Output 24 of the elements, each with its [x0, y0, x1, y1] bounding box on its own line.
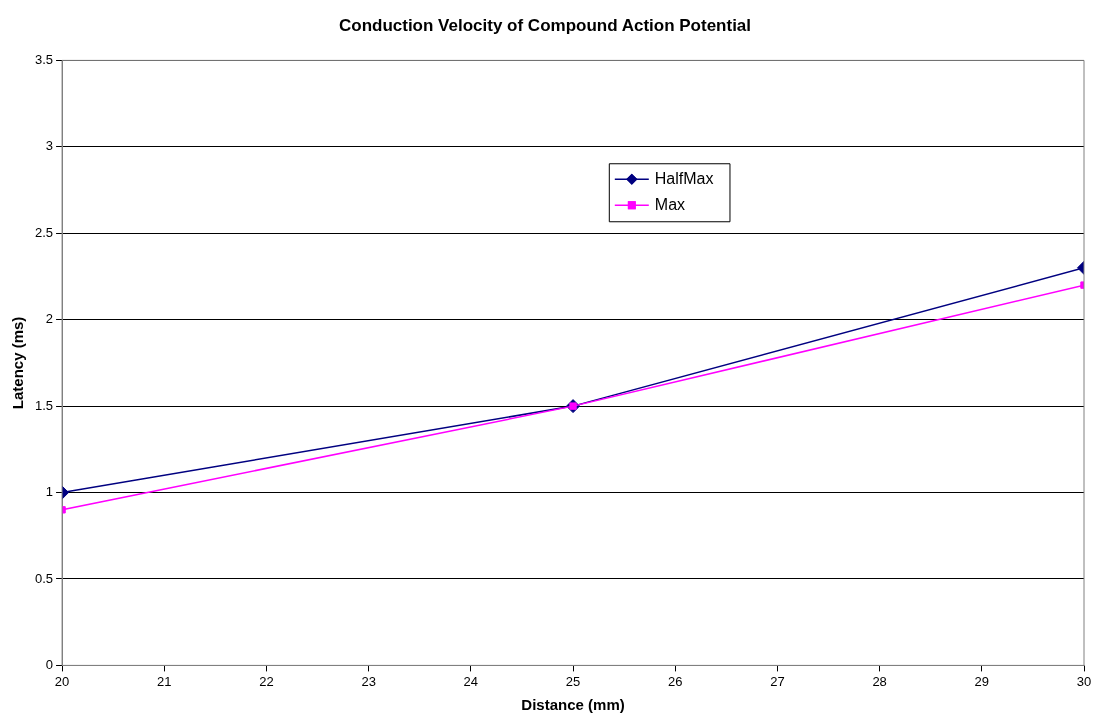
x-tick-label: 21 — [157, 673, 172, 689]
y-tick-label: 2.5 — [34, 224, 54, 240]
x-tick-label: 20 — [54, 673, 70, 689]
x-tick-label: 23 — [361, 673, 376, 689]
x-tick-label: 29 — [974, 673, 990, 689]
x-tick-label: 30 — [1076, 673, 1092, 689]
y-tick-label: 3.5 — [34, 51, 54, 67]
legend-label: Max — [654, 195, 686, 213]
x-tick-label: 24 — [463, 673, 479, 689]
x-tick-label: 25 — [565, 673, 581, 689]
y-tick-label: 0 — [45, 656, 54, 672]
x-tick-label: 28 — [872, 673, 887, 689]
chart-title: Conduction Velocity of Compound Action Potential — [338, 15, 752, 35]
x-tick-label: 22 — [259, 673, 274, 689]
x-tick-label: 27 — [770, 673, 785, 689]
y-axis-title: Latency (ms) — [9, 316, 27, 410]
y-tick-label: 2 — [45, 311, 54, 327]
x-axis-title: Distance (mm) — [521, 696, 625, 714]
legend-label: HalfMax — [654, 169, 714, 187]
y-tick-label: 1.5 — [34, 397, 54, 413]
y-tick-label: 0.5 — [34, 570, 54, 586]
x-tick-label: 26 — [667, 673, 683, 689]
y-tick-label: 3 — [45, 138, 54, 154]
y-tick-label: 1 — [45, 484, 54, 500]
